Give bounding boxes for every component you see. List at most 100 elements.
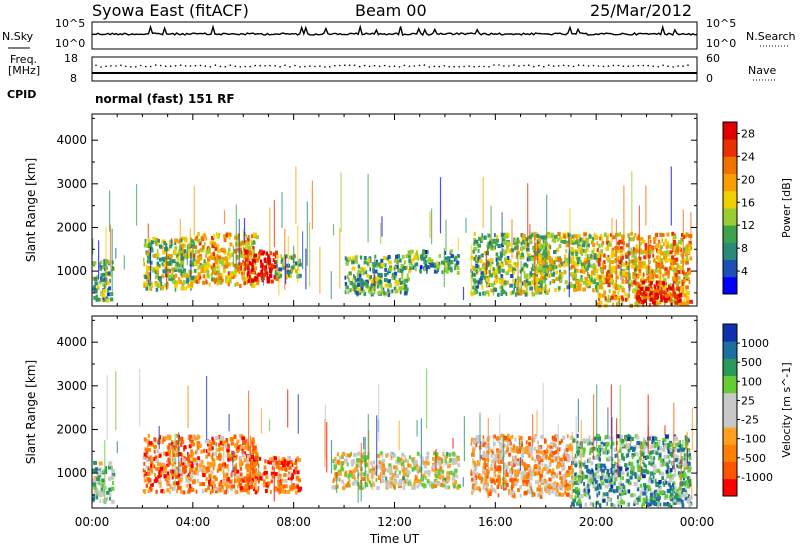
power-cell <box>636 236 639 241</box>
power-cell <box>544 289 548 294</box>
power-cell <box>471 270 473 275</box>
power-streak <box>190 252 192 277</box>
velocity-cell <box>153 449 156 454</box>
velocity-cell <box>210 470 214 475</box>
power-cell <box>585 239 589 244</box>
power-cell <box>512 267 517 272</box>
power-streak <box>189 228 191 245</box>
power-cell <box>181 264 184 269</box>
power-cell <box>359 266 363 271</box>
power-cell <box>541 272 545 277</box>
power-cell <box>526 264 529 268</box>
power-cell <box>193 279 197 283</box>
velocity-cell <box>395 467 399 472</box>
power-cell <box>513 261 516 266</box>
velocity-cell <box>100 482 103 487</box>
power-cell <box>548 259 551 264</box>
nave-dot <box>135 66 137 68</box>
velocity-cell <box>540 458 544 462</box>
power-cell <box>355 291 359 295</box>
power-cell <box>662 265 664 270</box>
power-cell <box>621 273 626 278</box>
velocity-cell <box>181 470 184 475</box>
power-cell <box>370 292 374 297</box>
velocity-cell <box>482 456 486 461</box>
power-cell <box>349 280 353 285</box>
velocity-cell <box>244 445 248 450</box>
power-cell <box>654 285 657 290</box>
velocity-cell <box>444 455 447 460</box>
power-cell <box>172 280 176 285</box>
power-cell <box>655 261 658 266</box>
nave-dot <box>642 64 645 67</box>
velocity-cell <box>561 492 565 497</box>
power-cell <box>92 276 95 281</box>
velocity-cell <box>193 457 197 462</box>
velocity-cell <box>379 464 383 469</box>
power-cell <box>684 260 689 265</box>
power-cell <box>541 244 544 249</box>
power-streak <box>278 278 280 296</box>
velocity-cell <box>216 455 220 460</box>
power-cell <box>236 254 239 259</box>
velocity-cell <box>332 459 335 464</box>
velocity-cell <box>440 474 445 479</box>
power-cell <box>244 265 247 270</box>
power-cell <box>509 283 514 288</box>
power-cell <box>403 285 408 290</box>
velocity-cell <box>164 436 167 441</box>
velocity-cell <box>680 499 684 504</box>
velocity-cell <box>247 486 249 491</box>
velocity-cell <box>530 486 533 491</box>
power-cell <box>558 244 562 249</box>
power-cell <box>606 298 610 303</box>
power-cell <box>246 272 249 277</box>
power-cell <box>490 239 494 244</box>
velocity-cell <box>212 466 215 471</box>
velocity-cell <box>361 459 363 464</box>
velocity-cell <box>200 449 204 454</box>
power-cell <box>576 240 579 245</box>
power-cell <box>155 282 160 287</box>
power-cell <box>344 275 347 280</box>
power-cell <box>159 283 161 288</box>
power-streak <box>92 238 94 255</box>
power-cell <box>250 282 254 286</box>
velocity-cell <box>337 469 341 474</box>
power-cell <box>661 238 663 243</box>
power-cell <box>356 273 360 278</box>
power-cell <box>593 255 597 260</box>
power-cell <box>688 246 691 251</box>
power-cell <box>349 288 352 293</box>
velocity-cell <box>253 440 255 444</box>
power-cell <box>609 266 614 271</box>
power-cell <box>208 255 213 260</box>
velocity-cell <box>564 481 566 486</box>
power-cell <box>163 241 166 245</box>
power-cell <box>151 268 155 273</box>
power-ytick-label: 3000 <box>56 177 87 191</box>
power-streak <box>623 185 625 252</box>
velocity-cell <box>562 476 565 481</box>
power-cell <box>526 273 529 278</box>
velocity-cell <box>227 452 229 457</box>
power-cell <box>176 254 179 259</box>
power-cell <box>485 277 489 282</box>
power-streak <box>546 194 548 260</box>
power-cell <box>599 292 601 297</box>
power-cell <box>267 254 271 259</box>
power-cell <box>544 235 547 240</box>
power-streak <box>287 235 289 267</box>
velocity-cell <box>218 457 222 461</box>
velocity-cell <box>482 482 485 487</box>
power-cell <box>483 235 487 240</box>
power-cell <box>686 290 690 295</box>
power-cell <box>654 295 658 300</box>
velocity-cell <box>211 485 214 490</box>
power-cell <box>521 251 523 256</box>
power-streak <box>620 258 622 280</box>
velocity-cell <box>478 487 481 492</box>
velocity-cell <box>258 476 263 481</box>
power-cell <box>144 275 148 280</box>
velocity-cell <box>244 476 248 481</box>
